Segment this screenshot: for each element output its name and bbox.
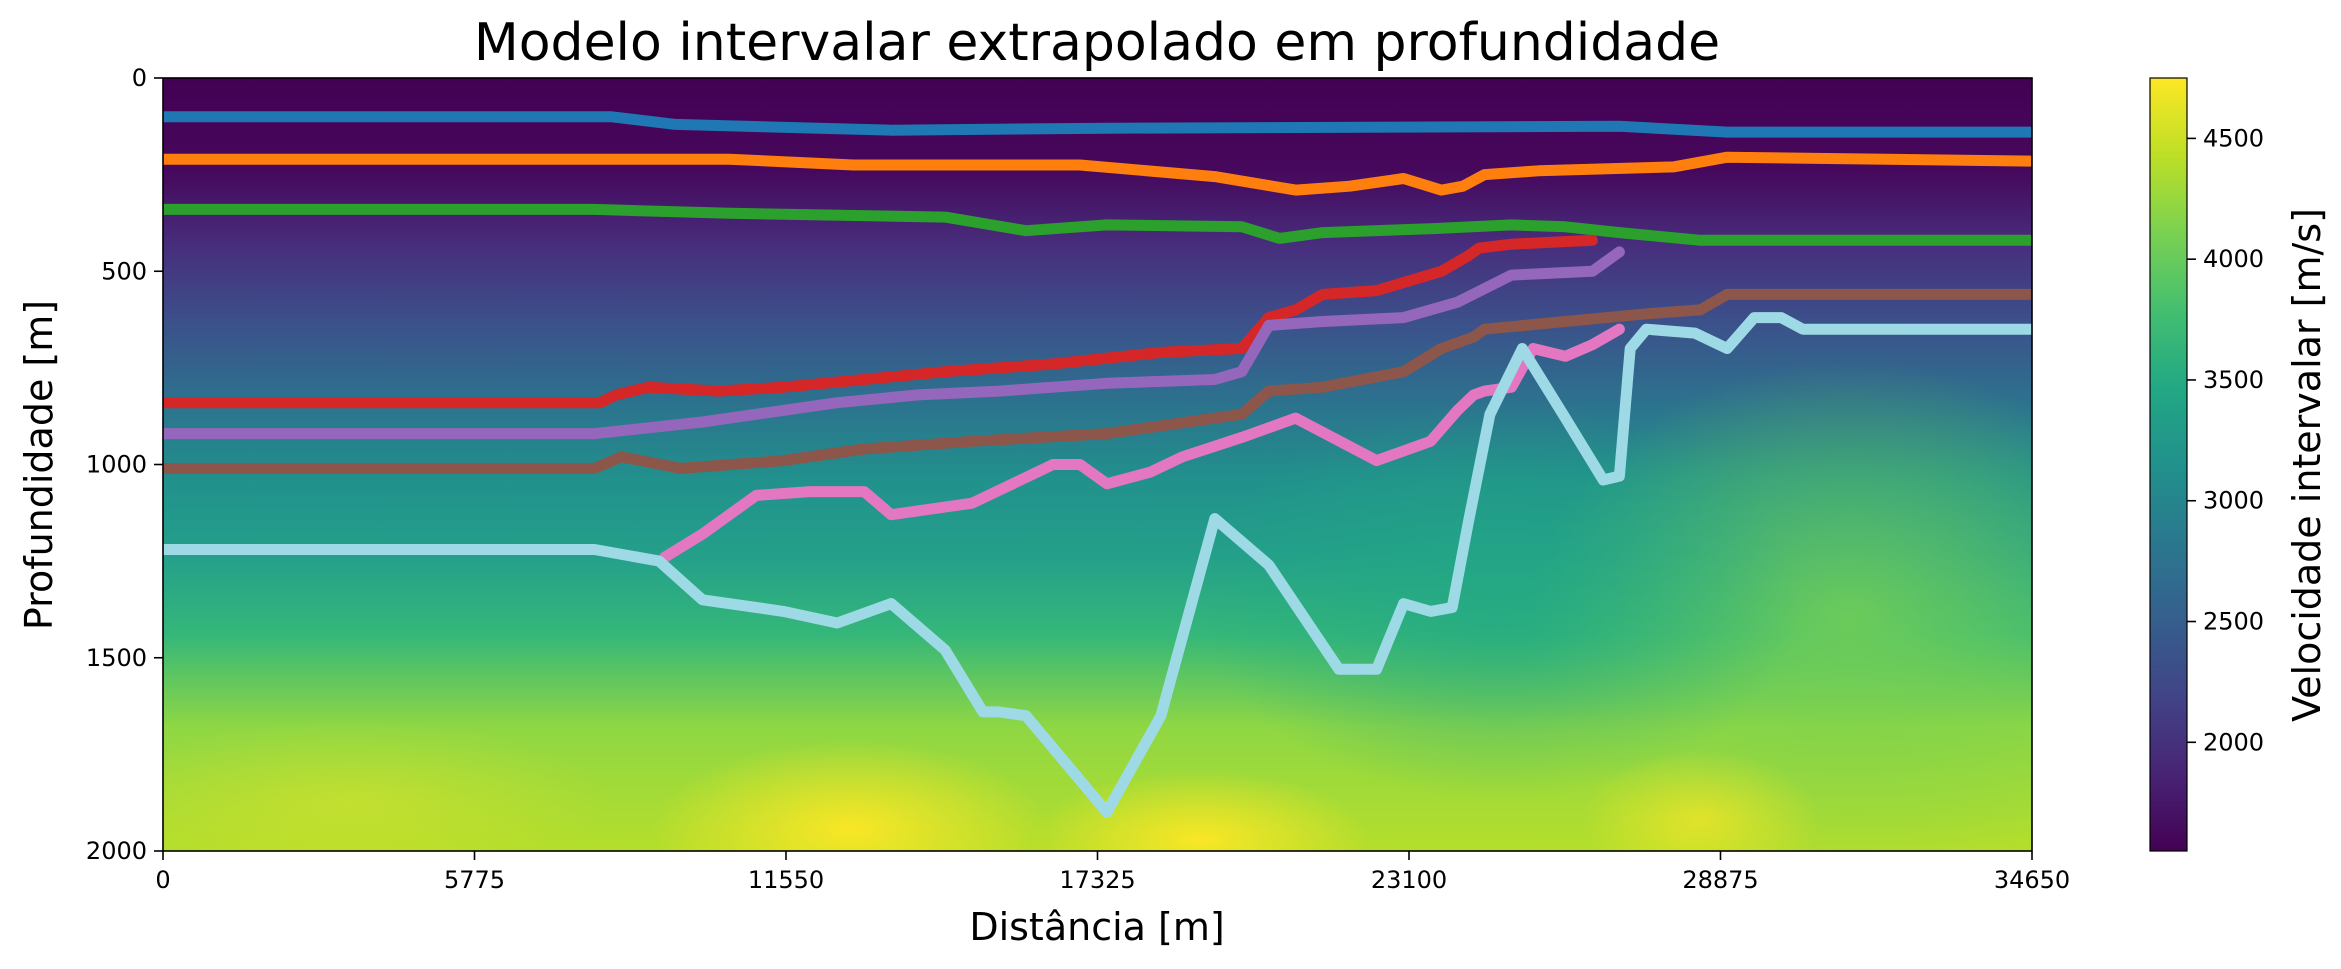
- colorbar-tick-label: 3500: [2203, 366, 2264, 394]
- x-tick-label: 17325: [1059, 866, 1135, 894]
- colorbar-tick-label: 4000: [2203, 245, 2264, 273]
- horizon-line-1: [163, 111, 2032, 138]
- y-tick-label: 1500: [86, 644, 147, 672]
- x-tick-label: 34650: [1994, 866, 2070, 894]
- horizons-group: [163, 111, 2032, 818]
- horizon-line-2: [163, 151, 2032, 196]
- x-tick-label: 23100: [1371, 866, 1447, 894]
- colorbar-tick-label: 2500: [2203, 608, 2264, 636]
- x-tick-label: 0: [155, 866, 170, 894]
- horizon-line-3: [163, 203, 2032, 246]
- colorbar-tick-label: 3000: [2203, 487, 2264, 515]
- colorbar-tick-label: 2000: [2203, 728, 2264, 756]
- horizon-line-8: [163, 312, 2032, 818]
- colorbar: [2149, 77, 2188, 852]
- x-axis-ticks: 0 5775 11550 17325 23100 28875 34650: [155, 851, 2070, 894]
- hotspot-1: [650, 740, 1050, 851]
- x-axis-label: Distância [m]: [969, 905, 1224, 949]
- colorbar-ticks: 2000 2500 3000 3500 4000 4500: [2187, 124, 2264, 756]
- y-tick-label: 0: [132, 64, 147, 92]
- mid-teal-zone: [1200, 400, 1800, 800]
- velocity-field: [163, 78, 2032, 851]
- chart-title: Modelo intervalar extrapolado em profund…: [474, 13, 1720, 73]
- horizon-line-7: [659, 323, 1625, 563]
- hotspot-left: [163, 720, 610, 851]
- x-tick-label: 11550: [748, 866, 824, 894]
- x-tick-label: 28875: [1682, 866, 1758, 894]
- y-axis-ticks: 0 500 1000 1500 2000: [86, 64, 163, 865]
- horizon-line-6: [163, 288, 2032, 474]
- y-tick-label: 2000: [86, 837, 147, 865]
- colorbar-tick-label: 4500: [2203, 124, 2264, 152]
- x-tick-label: 5775: [444, 866, 505, 894]
- horizon-line-4: [163, 234, 1598, 409]
- y-axis-label: Profundidade [m]: [17, 300, 61, 630]
- horizon-line-5: [163, 246, 1625, 440]
- colorbar-label: Velocidade intervalar [m/s]: [2285, 208, 2329, 722]
- y-tick-label: 500: [101, 257, 147, 285]
- hotspot-3: [1580, 750, 1820, 851]
- y-tick-label: 1000: [86, 451, 147, 479]
